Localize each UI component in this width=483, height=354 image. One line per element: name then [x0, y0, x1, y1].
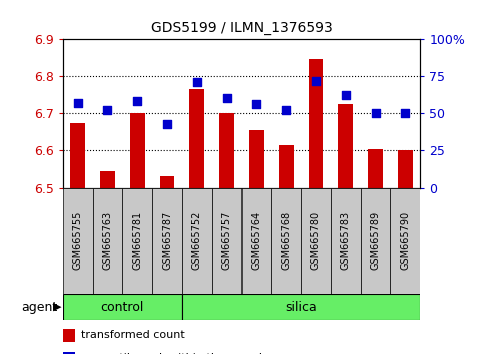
- Bar: [63, 352, 75, 354]
- Bar: [182, 188, 212, 294]
- Bar: [219, 113, 234, 188]
- Text: control: control: [100, 301, 144, 314]
- Point: [342, 93, 350, 98]
- Bar: [182, 294, 420, 320]
- Point: [104, 108, 112, 113]
- Bar: [368, 149, 383, 188]
- Bar: [130, 113, 145, 188]
- Bar: [242, 188, 271, 294]
- Bar: [122, 188, 152, 294]
- Point: [133, 98, 141, 104]
- Bar: [390, 188, 420, 294]
- Bar: [189, 89, 204, 188]
- Point: [193, 79, 201, 85]
- Text: GSM665768: GSM665768: [281, 211, 291, 270]
- Bar: [63, 294, 182, 320]
- Bar: [93, 188, 122, 294]
- Bar: [271, 188, 301, 294]
- Text: GSM665752: GSM665752: [192, 211, 202, 270]
- Bar: [212, 188, 242, 294]
- Point: [401, 110, 409, 116]
- Bar: [301, 188, 331, 294]
- Point: [163, 121, 171, 126]
- Text: GSM665790: GSM665790: [400, 211, 411, 270]
- Text: GSM665789: GSM665789: [370, 211, 381, 270]
- Bar: [249, 130, 264, 188]
- Title: GDS5199 / ILMN_1376593: GDS5199 / ILMN_1376593: [151, 21, 332, 35]
- Point: [372, 110, 380, 116]
- Point: [253, 102, 260, 107]
- Bar: [331, 188, 361, 294]
- Text: GSM665757: GSM665757: [222, 211, 232, 270]
- Bar: [63, 329, 75, 342]
- Bar: [338, 104, 353, 188]
- Text: agent: agent: [22, 301, 58, 314]
- Bar: [279, 145, 294, 188]
- Text: GSM665781: GSM665781: [132, 211, 142, 270]
- Point: [223, 96, 230, 101]
- Text: GSM665755: GSM665755: [72, 211, 83, 270]
- Bar: [100, 171, 115, 188]
- Point: [282, 108, 290, 113]
- Bar: [63, 188, 93, 294]
- Bar: [361, 188, 390, 294]
- Text: GSM665763: GSM665763: [102, 211, 113, 270]
- Text: GSM665780: GSM665780: [311, 211, 321, 270]
- Point: [74, 100, 82, 106]
- Bar: [398, 150, 413, 188]
- Bar: [309, 59, 324, 188]
- Text: GSM665783: GSM665783: [341, 211, 351, 270]
- Bar: [70, 122, 85, 188]
- Bar: [159, 176, 174, 188]
- Point: [312, 78, 320, 84]
- Text: transformed count: transformed count: [81, 330, 185, 341]
- Text: GSM665787: GSM665787: [162, 211, 172, 270]
- Text: silica: silica: [285, 301, 317, 314]
- Text: percentile rank within the sample: percentile rank within the sample: [81, 353, 269, 354]
- Text: ▶: ▶: [53, 302, 62, 312]
- Bar: [152, 188, 182, 294]
- Text: GSM665764: GSM665764: [251, 211, 261, 270]
